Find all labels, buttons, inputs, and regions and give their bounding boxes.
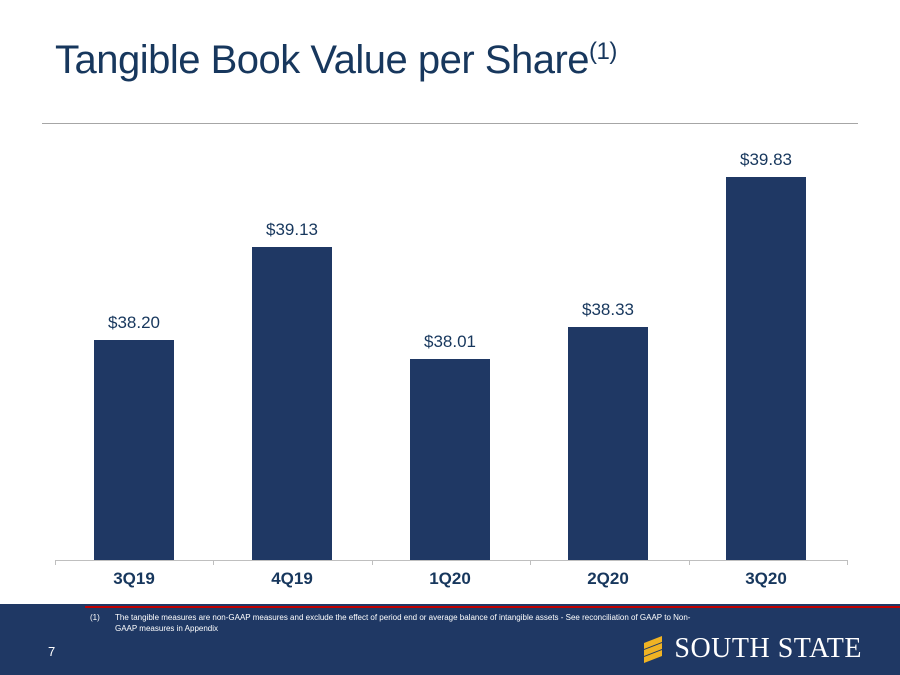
bar-3Q20 xyxy=(726,177,806,560)
title-footnote-ref: (1) xyxy=(589,38,617,65)
bar-value-label: $38.20 xyxy=(108,313,160,332)
bar-value-label: $39.13 xyxy=(266,220,318,239)
axis-tick xyxy=(371,560,373,565)
bar-column-4Q19: $39.13 xyxy=(213,220,371,560)
bar-value-label: $39.83 xyxy=(740,150,792,169)
category-label-3Q19: 3Q19 xyxy=(113,569,155,588)
bar-column-3Q20: $39.83 xyxy=(687,150,845,560)
footer-red-rule xyxy=(85,606,900,608)
footnote-line-2: GAAP measures in Appendix xyxy=(115,624,219,634)
footnote-text: The tangible measures are non-GAAP measu… xyxy=(115,612,690,634)
axis-tick xyxy=(530,560,532,565)
bar-3Q19 xyxy=(94,340,174,560)
title-text: Tangible Book Value per Share xyxy=(55,38,590,82)
southstate-logo-text: SOUTH STATE xyxy=(674,633,862,664)
footnote-line-1: The tangible measures are non-GAAP measu… xyxy=(115,613,691,622)
category-label-4Q19: 4Q19 xyxy=(271,569,313,588)
bar-column-1Q20: $38.01 xyxy=(371,332,529,560)
southstate-logo-icon xyxy=(644,636,663,663)
x-axis-line xyxy=(55,560,848,565)
footnote-marker: (1) xyxy=(90,613,100,622)
axis-tick xyxy=(55,560,56,565)
category-axis: 3Q19 4Q19 1Q20 2Q20 3Q20 xyxy=(55,569,845,589)
page-title: Tangible Book Value per Share(1) xyxy=(55,38,617,83)
bar-1Q20 xyxy=(410,359,490,560)
bar-2Q20 xyxy=(568,327,648,560)
footnote: (1) The tangible measures are non-GAAP m… xyxy=(90,612,690,634)
axis-tick xyxy=(688,560,690,565)
page-number: 7 xyxy=(48,644,56,659)
category-label-1Q20: 1Q20 xyxy=(429,569,471,588)
category-label-2Q20: 2Q20 xyxy=(587,569,629,588)
southstate-logo: SOUTH STATE xyxy=(641,633,862,665)
bar-4Q19 xyxy=(252,247,332,560)
axis-tick xyxy=(847,560,848,565)
title-divider xyxy=(42,123,858,124)
bar-column-3Q19: $38.20 xyxy=(55,313,213,560)
footer-band: (1) The tangible measures are non-GAAP m… xyxy=(0,604,900,675)
bar-value-label: $38.01 xyxy=(424,332,476,351)
bar-chart: $38.20 $39.13 $38.01 $38.33 $39.83 xyxy=(55,120,845,560)
bar-value-label: $38.33 xyxy=(582,300,634,319)
bar-column-2Q20: $38.33 xyxy=(529,300,687,560)
category-label-3Q20: 3Q20 xyxy=(745,569,787,588)
axis-tick xyxy=(213,560,215,565)
